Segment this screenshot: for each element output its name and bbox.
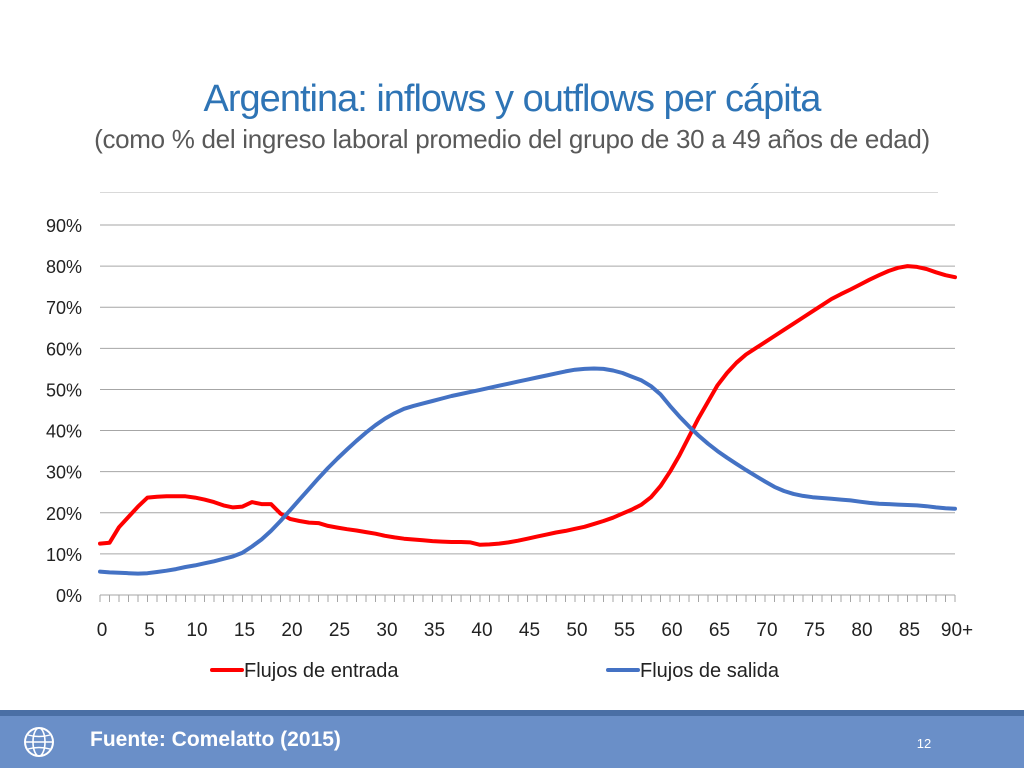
x-tick-label: 10 bbox=[186, 620, 207, 641]
x-tick-label: 55 bbox=[614, 620, 635, 641]
y-tick-label: 20% bbox=[46, 504, 82, 524]
globe-icon bbox=[24, 727, 54, 757]
x-tick-label: 45 bbox=[519, 620, 540, 641]
x-tick-label: 20 bbox=[281, 620, 302, 641]
series-line-outflows bbox=[98, 366, 957, 576]
x-tick-label: 50 bbox=[566, 620, 587, 641]
slide-title: Argentina: inflows y outflows per cápita bbox=[203, 78, 822, 120]
x-tick-label: 90+ bbox=[941, 620, 973, 641]
x-tick-label: 35 bbox=[424, 620, 445, 641]
y-tick-label: 40% bbox=[46, 422, 82, 442]
chart-legend: Flujos de entrada Flujos de salida bbox=[210, 660, 780, 682]
page-number: 12 bbox=[916, 736, 932, 751]
x-tick-label: 40 bbox=[471, 620, 492, 641]
y-axis-ticks: 0% 10% 20% 30% 40% 50% 60% 70% 80% 90% bbox=[46, 216, 82, 606]
x-axis: 0 5 10 15 20 25 30 35 40 45 50 55 60 65 70 75 80 85 90+ bbox=[97, 595, 973, 641]
x-tick-label: 85 bbox=[899, 620, 920, 641]
legend-label: Flujos de salida bbox=[640, 660, 780, 682]
y-tick-label: 10% bbox=[46, 545, 82, 565]
legend-label: Flujos de entrada bbox=[244, 660, 399, 682]
y-tick-label: 50% bbox=[46, 380, 82, 400]
source-note: Fuente: Comelatto (2015) bbox=[90, 728, 341, 751]
x-tick-label: 5 bbox=[144, 620, 155, 641]
title-divider bbox=[100, 192, 938, 193]
y-tick-label: 70% bbox=[46, 298, 82, 318]
y-tick-label: 80% bbox=[46, 257, 82, 277]
chart-series bbox=[98, 264, 957, 576]
x-tick-label: 65 bbox=[709, 620, 730, 641]
x-tick-label: 70 bbox=[756, 620, 777, 641]
footer-bar bbox=[0, 716, 1024, 768]
x-tick-label: 75 bbox=[804, 620, 825, 641]
y-tick-label: 90% bbox=[46, 216, 82, 236]
line-chart: 0% 10% 20% 30% 40% 50% 60% 70% 80% 90% 0 5 10 15 20 25… bbox=[46, 216, 973, 682]
footer-accent-bar bbox=[0, 710, 1024, 716]
x-tick-label: 60 bbox=[661, 620, 682, 641]
x-tick-label: 15 bbox=[234, 620, 255, 641]
y-tick-label: 60% bbox=[46, 339, 82, 359]
series-line-inflows bbox=[98, 264, 957, 547]
x-tick-label: 30 bbox=[376, 620, 397, 641]
x-tick-label: 80 bbox=[851, 620, 872, 641]
y-tick-label: 30% bbox=[46, 463, 82, 483]
slide-subtitle: (como % del ingreso laboral promedio del… bbox=[94, 124, 930, 154]
y-tick-label: 0% bbox=[56, 586, 82, 606]
x-tick-label: 25 bbox=[329, 620, 350, 641]
x-tick-label: 0 bbox=[97, 620, 108, 641]
